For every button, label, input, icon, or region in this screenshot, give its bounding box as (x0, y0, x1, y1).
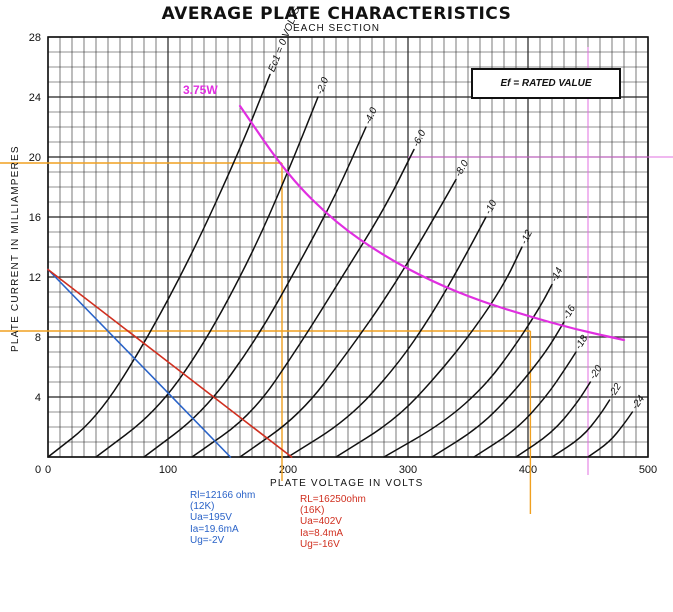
y-tick-label: 28 (29, 32, 41, 44)
grid-curve (47, 73, 271, 458)
y-tick-label: 20 (29, 152, 41, 164)
chart-subtitle: EACH SECTION (292, 23, 380, 34)
x-tick-label: 0 (45, 464, 51, 476)
blue-note-line: Rl=12166 ohm (190, 490, 256, 501)
filament-note-box: Ef = RATED VALUE (471, 68, 621, 99)
x-tick-label: 400 (519, 464, 537, 476)
grid-curve (191, 148, 415, 458)
y-tick-label: 12 (29, 272, 41, 284)
blue-note-line: Ia=19.6mA (190, 523, 239, 535)
red-note-line: Ua=402V (300, 516, 342, 528)
load-line-red (47, 268, 293, 458)
red-note-line: RL=16250ohm (300, 494, 366, 505)
grid-curve (95, 96, 319, 458)
x-tick-label: 200 (279, 464, 297, 476)
chart-title: AVERAGE PLATE CHARACTERISTICS (161, 4, 512, 24)
x-tick-label: 500 (639, 464, 657, 476)
grid-curve-label: -12 (519, 228, 535, 246)
red-note-line: Ia=8.4mA (300, 527, 344, 539)
y-tick-label: 4 (35, 392, 41, 404)
max-power-hyperbola (238, 104, 626, 342)
red-load-note: RL=16250ohm (16K) Ua=402V Ia=8.4mA Ug=-1… (300, 494, 366, 550)
grid-curve (431, 321, 565, 458)
grid-curve (473, 351, 577, 458)
load-line-blue (47, 268, 232, 458)
grid-curve (143, 126, 367, 458)
x-tick-label: 0 (35, 464, 41, 476)
y-tick-label: 16 (29, 212, 41, 224)
y-axis-label-container: PLATE CURRENT IN MILLIAMPERES (10, 145, 22, 612)
grid-curve (587, 411, 634, 458)
red-note-line: (16K) (300, 505, 325, 517)
grid-curve-label: -2.0 (315, 76, 332, 96)
x-tick-label: 300 (399, 464, 417, 476)
grid-curve-label: -4.0 (363, 106, 380, 127)
blue-note-line: Ua=195V (190, 512, 232, 524)
red-note-line: Ug=-16V (300, 538, 340, 550)
grid-curve (239, 178, 457, 458)
grid-curve-label: -20 (588, 363, 605, 381)
grid-curve-label: -6.0 (411, 128, 429, 149)
blue-load-note: Rl=12166 ohm (12K) Ua=195V Ia=19.6mA Ug=… (190, 490, 255, 546)
grid-curve-label: -24 (630, 393, 648, 412)
grid-curve-label: -14 (549, 266, 566, 284)
grid-curve-label: -10 (483, 198, 500, 216)
x-tick-label: 100 (159, 464, 177, 476)
y-axis-label: PLATE CURRENT IN MILLIAMPERES (10, 145, 21, 352)
load-power-label: 3.75W (183, 83, 218, 97)
grid-curve (287, 216, 487, 458)
grid-curve (335, 246, 523, 458)
grid-curve (515, 381, 592, 458)
y-tick-label: 24 (29, 92, 41, 104)
plot-frame (47, 36, 649, 458)
grid-curve (383, 283, 553, 458)
blue-note-line: Ug=-2V (190, 534, 225, 546)
grid-curve (551, 399, 611, 458)
blue-note-line: (12K) (190, 501, 215, 513)
y-tick-label: 8 (35, 332, 41, 344)
x-axis-label: PLATE VOLTAGE IN VOLTS (270, 478, 424, 489)
